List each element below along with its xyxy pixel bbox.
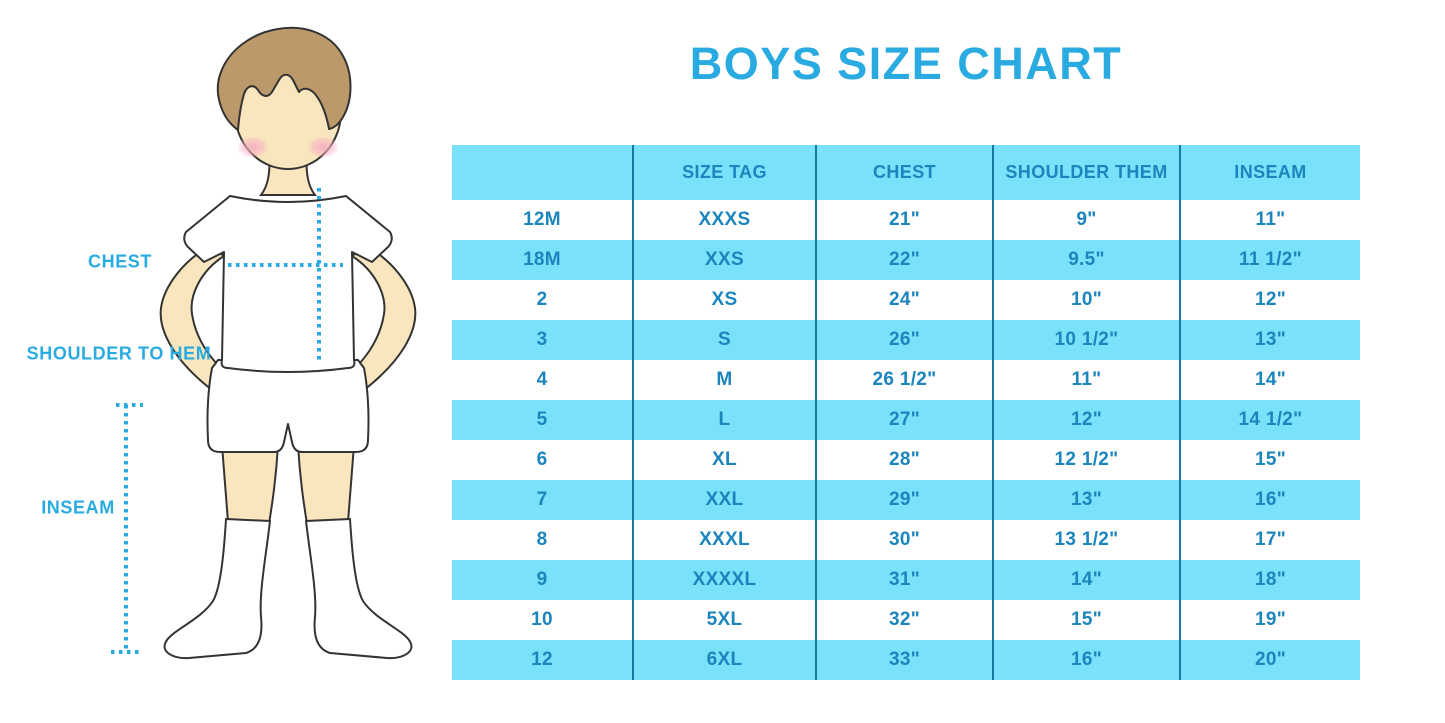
size-table-head: SIZE TAG CHEST SHOULDER THEM INSEAM [452, 145, 1360, 200]
header-cell: SHOULDER THEM [993, 145, 1181, 200]
header-cell: INSEAM [1180, 145, 1360, 200]
table-cell: 10 1/2" [993, 320, 1181, 360]
table-cell: 5 [452, 400, 634, 440]
header-cell: SIZE TAG [633, 145, 817, 200]
table-cell: L [633, 400, 817, 440]
table-cell: 32" [816, 600, 994, 640]
table-cell: 15" [1254, 449, 1287, 470]
table-cell: XXXS [633, 200, 817, 240]
table-cell: XXL [633, 480, 817, 520]
table-cell: XXS [633, 240, 817, 280]
table-cell: 6XL [633, 640, 817, 680]
table-row: 8 XXXL 30" 13 1/2" 17" [452, 520, 1360, 560]
table-row: 2 XS 24" 10" 12" [452, 280, 1360, 320]
hair-shape [216, 26, 352, 131]
chest-label: CHEST [87, 251, 153, 272]
table-cell: 13" [993, 480, 1181, 520]
table-cell: 12" [993, 400, 1181, 440]
size-table-body: 12M XXXS 21" 9" 11" 18M XXS 22" 9.5" 11 1/2" 2 XS 24… [452, 200, 1360, 680]
table-cell: 11" [1255, 209, 1286, 230]
table-row: 5 L 27" 12" 14 1/2" [452, 400, 1360, 440]
table-row: 9 XXXXL 31" 14" 18" [452, 560, 1360, 600]
table-cell: M [633, 360, 817, 400]
table-cell: S [633, 320, 817, 360]
table-cell: 9.5" [993, 240, 1181, 280]
table-cell: 27" [816, 400, 994, 440]
sock-left [163, 518, 271, 660]
table-row: 3 S 26" 10 1/2" 13" [452, 320, 1360, 360]
table-cell: 11 1/2" [1239, 249, 1302, 270]
table-row: 12 6XL 33" 16" 20" [452, 640, 1360, 680]
table-cell: 14" [1254, 369, 1287, 390]
table-cell: 7 [452, 480, 634, 520]
table-cell: 16" [993, 640, 1181, 680]
table-row: 4 M 26 1/2" 11" 14" [452, 360, 1360, 400]
tshirt-shape [183, 195, 393, 373]
table-cell: XXXXL [633, 560, 817, 600]
leg-right [296, 444, 356, 526]
boy-measurement-figure: CHEST SHOULDER TO HEM INSEAM [0, 0, 460, 723]
table-cell: 18" [1254, 569, 1287, 590]
table-cell: 10 [452, 600, 634, 640]
table-cell: 17" [1254, 529, 1287, 550]
table-cell: 18M [452, 240, 634, 280]
table-cell: 12 1/2" [993, 440, 1181, 480]
table-cell: 5XL [633, 600, 817, 640]
table-cell: 19" [1254, 609, 1287, 630]
table-cell: 4 [452, 360, 634, 400]
table-cell: 13 1/2" [993, 520, 1181, 560]
table-cell: 31" [816, 560, 994, 600]
table-cell: 10" [993, 280, 1181, 320]
blush-right-icon [307, 136, 339, 158]
inseam-label: INSEAM [41, 497, 115, 518]
table-cell: 2 [452, 280, 634, 320]
shorts-shape [206, 359, 370, 453]
table-cell: 11" [993, 360, 1181, 400]
table-cell: 16" [1254, 489, 1287, 510]
table-cell: 12 [452, 640, 634, 680]
table-cell: 33" [816, 640, 994, 680]
blush-left-icon [237, 136, 269, 158]
boy-illustration [111, 26, 417, 660]
table-cell: 12" [1254, 289, 1287, 310]
header-cell [452, 145, 634, 200]
sock-right [305, 518, 413, 660]
page-title: BOYS SIZE CHART [689, 38, 1123, 89]
table-cell: 13" [1254, 329, 1287, 350]
table-cell: 26 1/2" [816, 360, 994, 400]
table-cell: 9" [993, 200, 1181, 240]
shoulder-to-hem-label: SHOULDER TO HEM [26, 343, 212, 364]
table-row: 6 XL 28" 12 1/2" 15" [452, 440, 1360, 480]
table-cell: 29" [816, 480, 994, 520]
table-cell: 20" [1254, 649, 1287, 670]
size-table-head-row: SIZE TAG CHEST SHOULDER THEM INSEAM [452, 145, 1360, 200]
table-cell: 14" [993, 560, 1181, 600]
table-cell: 14 1/2" [1238, 409, 1303, 430]
table-cell: 28" [816, 440, 994, 480]
table-row: 18M XXS 22" 9.5" 11 1/2" [452, 240, 1360, 280]
table-cell: 26" [816, 320, 994, 360]
table-cell: 15" [993, 600, 1181, 640]
leg-left [220, 444, 280, 526]
table-row: 10 5XL 32" 15" 19" [452, 600, 1360, 640]
table-cell: 6 [452, 440, 634, 480]
size-table: SIZE TAG CHEST SHOULDER THEM INSEAM 12M XXXS… [452, 145, 1360, 680]
table-cell: 3 [452, 320, 634, 360]
table-cell: 8 [452, 520, 634, 560]
table-cell: 22" [816, 240, 994, 280]
table-row: 12M XXXS 21" 9" 11" [452, 200, 1360, 240]
table-cell: 24" [816, 280, 994, 320]
table-cell: 21" [816, 200, 994, 240]
header-cell: CHEST [816, 145, 994, 200]
table-cell: XS [633, 280, 817, 320]
table-cell: XL [633, 440, 817, 480]
table-row: 7 XXL 29" 13" 16" [452, 480, 1360, 520]
table-cell: 12M [452, 200, 634, 240]
table-cell: 9 [452, 560, 634, 600]
table-cell: XXXL [633, 520, 817, 560]
table-cell: 30" [816, 520, 994, 560]
